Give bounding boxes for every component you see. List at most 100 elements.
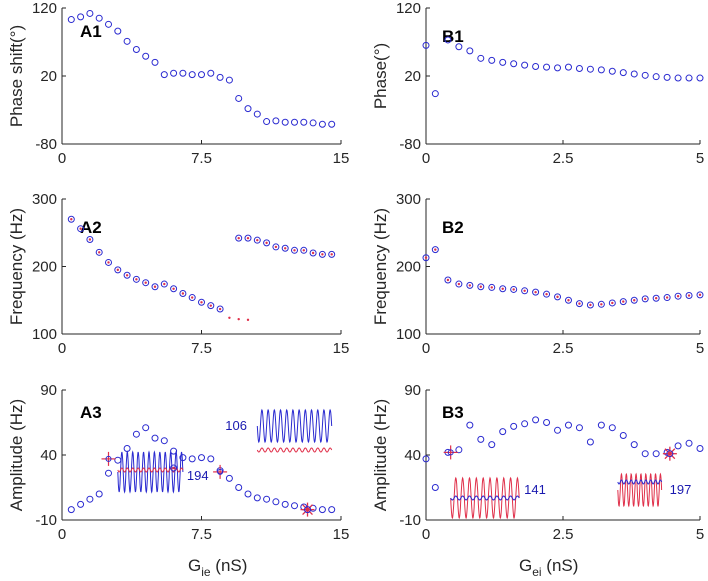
y-axis-label: Amplitude (Hz) bbox=[7, 399, 26, 511]
x-tick-label: 7.5 bbox=[191, 526, 212, 543]
x-label-gei: Gei (nS) bbox=[519, 556, 578, 579]
data-point bbox=[95, 248, 103, 256]
x-tick-label: 0 bbox=[58, 340, 66, 357]
data-point bbox=[630, 441, 638, 449]
data-point bbox=[663, 294, 671, 302]
data-point bbox=[114, 266, 122, 274]
data-point bbox=[488, 56, 496, 64]
series-red bbox=[70, 218, 333, 322]
series-blue bbox=[422, 246, 704, 309]
data-point bbox=[318, 120, 326, 128]
data-point bbox=[510, 422, 518, 430]
data-point bbox=[422, 455, 430, 463]
data-point bbox=[198, 454, 205, 462]
x-label-gie: Gie (nS) bbox=[188, 556, 247, 579]
data-point bbox=[116, 268, 120, 272]
data-point bbox=[114, 456, 122, 464]
data-point bbox=[633, 299, 636, 302]
inset-label: 194 bbox=[187, 468, 209, 483]
data-point bbox=[160, 71, 168, 79]
data-point bbox=[444, 36, 452, 44]
x-tick-label: 0 bbox=[58, 150, 66, 167]
inset-oscillation bbox=[617, 472, 663, 508]
data-point bbox=[281, 500, 289, 508]
data-point bbox=[534, 290, 537, 294]
data-point bbox=[630, 296, 638, 304]
data-point bbox=[253, 236, 261, 244]
data-point bbox=[67, 506, 75, 514]
data-point bbox=[652, 73, 660, 81]
data-point bbox=[291, 502, 298, 510]
data-point bbox=[641, 450, 649, 458]
data-point bbox=[556, 295, 559, 299]
inset-trace: 106 bbox=[225, 408, 333, 453]
data-point bbox=[554, 64, 562, 72]
data-point bbox=[237, 236, 240, 240]
data-point bbox=[575, 65, 583, 73]
data-point bbox=[125, 274, 129, 277]
data-point bbox=[586, 65, 594, 73]
data-point bbox=[488, 283, 496, 291]
data-point bbox=[274, 245, 278, 249]
data-point bbox=[431, 90, 439, 98]
data-point bbox=[188, 71, 196, 79]
panel-label: B1 bbox=[442, 27, 464, 46]
data-point bbox=[586, 438, 594, 446]
data-point bbox=[608, 424, 616, 432]
data-point bbox=[455, 446, 463, 454]
series-blue bbox=[422, 416, 704, 491]
data-point bbox=[431, 484, 439, 491]
marker-star bbox=[300, 502, 315, 517]
data-point bbox=[685, 439, 693, 447]
data-point bbox=[191, 296, 194, 299]
data-point bbox=[545, 292, 548, 296]
x-tick-label: 15 bbox=[333, 526, 350, 543]
data-point bbox=[674, 442, 682, 450]
data-point bbox=[575, 424, 583, 432]
data-point bbox=[698, 293, 702, 297]
data-point bbox=[253, 110, 261, 118]
inset-trace: 141 bbox=[450, 476, 546, 520]
data-point bbox=[132, 275, 140, 283]
panels: 0 7.5 15 -80 20 120 Phase shift(°) A1 0 7.5 15 100 2… bbox=[7, 0, 704, 543]
data-point bbox=[105, 469, 112, 477]
data-point bbox=[151, 434, 159, 442]
data-point bbox=[457, 282, 461, 286]
data-point bbox=[272, 243, 280, 251]
data-point bbox=[107, 261, 110, 264]
data-point bbox=[578, 302, 581, 305]
data-point bbox=[466, 421, 474, 429]
data-point bbox=[95, 490, 103, 498]
data-point bbox=[244, 105, 252, 113]
data-point bbox=[209, 304, 212, 307]
data-point bbox=[318, 250, 326, 258]
y-tick-label: 300 bbox=[396, 191, 421, 208]
y-tick-label: -80 bbox=[399, 136, 421, 153]
x-tick-label: 0 bbox=[422, 526, 430, 543]
y-axis-label: Frequency (Hz) bbox=[7, 208, 26, 325]
data-point bbox=[554, 293, 562, 301]
data-point bbox=[135, 278, 138, 281]
x-tick-label: 15 bbox=[333, 340, 350, 357]
series-red bbox=[424, 248, 702, 307]
inset-oscillation bbox=[256, 408, 333, 444]
data-point bbox=[328, 250, 336, 258]
data-point bbox=[98, 251, 101, 254]
marker-circle-dot bbox=[170, 464, 178, 472]
panel-a1: 0 7.5 15 -80 20 120 Phase shift(°) A1 bbox=[7, 0, 349, 167]
data-point bbox=[501, 287, 504, 290]
data-point bbox=[674, 74, 682, 82]
x-tick-label: 5 bbox=[696, 526, 704, 543]
data-point bbox=[246, 318, 250, 322]
data-point bbox=[499, 428, 507, 436]
data-point bbox=[300, 118, 308, 126]
data-point bbox=[512, 288, 515, 291]
y-tick-label: -10 bbox=[399, 512, 421, 529]
data-point bbox=[179, 290, 187, 297]
marker-plus bbox=[443, 445, 458, 460]
data-point bbox=[153, 285, 157, 288]
inset-trace: 194 bbox=[117, 450, 209, 494]
data-point bbox=[543, 419, 551, 426]
data-point bbox=[302, 249, 305, 252]
data-point bbox=[225, 474, 233, 482]
